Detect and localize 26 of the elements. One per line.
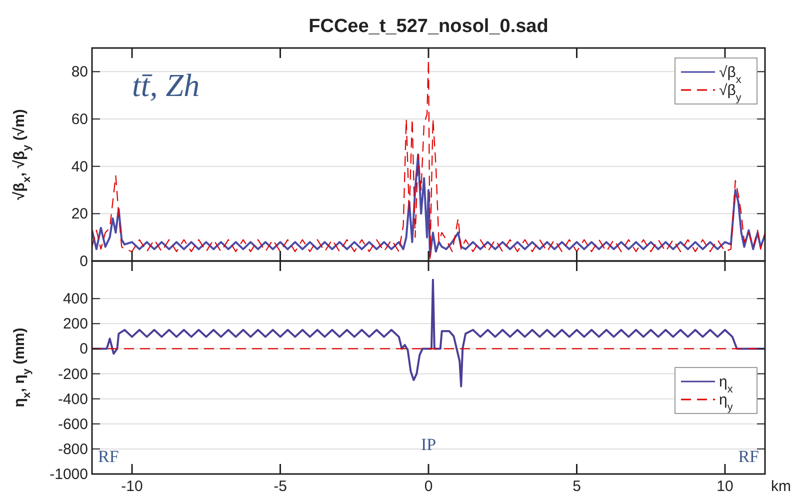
x-tick-label: -10: [121, 478, 143, 495]
y-tick-label: 0: [80, 253, 88, 270]
annotation: RF: [98, 447, 119, 466]
y-tick-label: 400: [62, 290, 88, 308]
y-tick-label: -800: [58, 440, 88, 458]
y-tick-label: 40: [71, 158, 88, 176]
y-tick-label: 0: [80, 340, 88, 358]
y-tick-label: -600: [58, 416, 88, 433]
x-tick-label: -5: [274, 478, 287, 495]
y-tick-label: 60: [71, 111, 88, 128]
y-tick-label: 20: [71, 206, 88, 223]
annotation: RF: [738, 447, 759, 466]
y-tick-label: -400: [58, 390, 88, 408]
x-tick-label: 5: [572, 478, 581, 495]
line-series: [92, 154, 765, 258]
x-axis-title: km: [771, 478, 791, 495]
y-tick-label: 200: [62, 316, 88, 333]
annotation: tt̄, Zh: [132, 67, 200, 103]
x-tick-label: 10: [716, 478, 734, 495]
chart-title: FCCee_t_527_nosol_0.sad: [308, 16, 548, 37]
y-tick-label: -1000: [50, 466, 88, 483]
line-series: [92, 59, 765, 260]
annotation: IP: [420, 435, 436, 454]
y-tick-label: -200: [58, 366, 88, 383]
x-tick-label: 0: [424, 478, 433, 495]
y-tick-label: 80: [71, 64, 88, 81]
